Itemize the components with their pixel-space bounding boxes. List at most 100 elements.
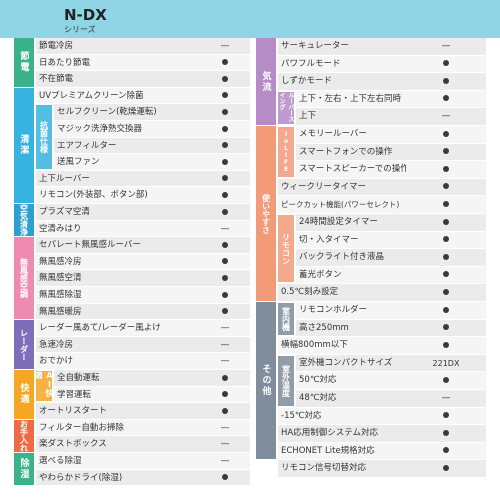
not-available-dash-icon: —: [220, 41, 230, 51]
feature-availability: —: [200, 38, 250, 54]
feature-label: レーダー風あて/レーダー風よけ: [36, 320, 200, 336]
feature-availability: —: [406, 390, 486, 407]
feature-row: 48℃対応 —: [256, 390, 486, 408]
header-banner: N-DX シリーズ: [0, 0, 500, 38]
feature-row: フィルター自動お掃除 —: [14, 419, 250, 437]
available-dot-icon: [443, 200, 449, 207]
not-available-dash-icon: —: [220, 323, 230, 334]
feature-label: スマートフォンでの操作: [296, 143, 406, 161]
feature-row: レーダー風あて/レーダー風よけ —: [14, 320, 250, 337]
feature-availability: [406, 407, 486, 425]
feature-row: リモコン信号切替対応: [256, 460, 486, 478]
available-dot-icon: [222, 308, 228, 315]
feature-label: リモコンホルダー: [296, 302, 406, 319]
feature-row: 上下 —: [256, 108, 486, 126]
feature-availability: [200, 403, 250, 419]
subcategory-band: IoLIFE: [278, 127, 294, 177]
feature-label: -15℃対応: [278, 407, 406, 425]
feature-row: メモリールーバー: [256, 126, 486, 144]
available-dot-icon: [222, 374, 228, 381]
feature-row: 切・入タイマー: [256, 231, 486, 250]
not-available-dash-icon: —: [220, 456, 230, 466]
available-dot-icon: [443, 183, 449, 190]
feature-availability: [406, 231, 486, 249]
category-band: その他: [256, 302, 276, 460]
feature-row: 室外機コンパクトサイズ 221DX: [256, 354, 486, 373]
feature-label: 空清みはり: [36, 220, 200, 237]
feature-availability: —: [406, 38, 486, 55]
feature-row: パワフルモード: [256, 55, 486, 74]
feature-label: 上下・左右・上下左右同時: [296, 90, 406, 108]
feature-row: 節電冷房 —: [14, 38, 250, 55]
available-dot-icon: [222, 175, 228, 182]
category-band: レーダー: [14, 320, 34, 369]
feature-row: HA応用制御システム対応: [256, 425, 486, 443]
not-available-dash-icon: —: [441, 41, 451, 51]
feature-row: ECHONET Lite規格対応: [256, 442, 486, 461]
feature-availability: [200, 237, 250, 253]
feature-row: 送風ファン: [14, 154, 250, 171]
available-dot-icon: [443, 341, 449, 348]
feature-label: しずかモード: [278, 73, 406, 90]
feature-availability: [406, 284, 486, 301]
feature-availability: —: [200, 336, 250, 353]
available-dot-icon: [443, 447, 449, 454]
feature-label: エアフィルター: [54, 137, 200, 154]
feature-label: 0.5℃刻み設定: [278, 284, 406, 301]
available-dot-icon: [443, 288, 449, 295]
feature-row: セパレート無風感ルーバー: [14, 237, 250, 254]
feature-label: 48℃対応: [296, 390, 406, 407]
category-band: 除湿: [14, 453, 34, 486]
feature-availability: [406, 143, 486, 161]
available-dot-icon: [443, 218, 449, 225]
not-available-dash-icon: —: [220, 339, 230, 350]
available-dot-icon: [222, 208, 228, 215]
feature-label: やわらかドライ(除湿): [36, 469, 200, 486]
not-available-dash-icon: —: [220, 223, 230, 234]
feature-row: 無風感冷房: [14, 253, 250, 271]
feature-label: HA応用制御システム対応: [278, 425, 406, 442]
feature-label: 24時間設定タイマー: [296, 214, 406, 231]
feature-availability: [406, 249, 486, 266]
available-dot-icon: [222, 191, 228, 198]
available-dot-icon: [222, 125, 228, 132]
available-dot-icon: [443, 77, 449, 84]
feature-availability: [200, 204, 250, 220]
feature-availability: [406, 460, 486, 477]
feature-row: しずかモード: [256, 73, 486, 91]
feature-label: ピークカット機能(パワーセレクト): [278, 196, 406, 213]
feature-availability: [200, 187, 250, 203]
feature-row: 無風感除湿: [14, 287, 250, 304]
feature-row: 上下・左右・上下左右同時: [256, 90, 486, 109]
feature-row: 不在節電: [14, 71, 250, 88]
feature-row: サーキュレーター —: [256, 38, 486, 56]
feature-availability: —: [200, 220, 250, 237]
subcategory-band: 抗菌仕様: [36, 105, 52, 169]
feature-availability: [406, 266, 486, 284]
feature-availability: [200, 170, 250, 187]
feature-availability: —: [200, 419, 250, 436]
feature-row: セルフクリーン(乾燥運転): [14, 104, 250, 121]
available-dot-icon: [443, 60, 449, 67]
feature-label: 全自動運転: [54, 370, 200, 386]
feature-availability: [200, 54, 250, 71]
feature-row: リモコン(外装部、ボタン部): [14, 187, 250, 204]
category-band: 無風感空調: [14, 237, 34, 320]
feature-availability: 221DX: [406, 354, 486, 372]
feature-label: 選べる除湿: [36, 453, 200, 469]
feature-label: 横幅800mm以下: [278, 337, 406, 354]
subcategory-band: 室内機: [278, 303, 294, 336]
feature-label: 不在節電: [36, 71, 200, 87]
feature-availability: [200, 104, 250, 120]
feature-label: 切・入タイマー: [296, 231, 406, 249]
feature-availability: [200, 137, 250, 154]
feature-availability: [200, 386, 250, 403]
feature-label: リモコン(外装部、ボタン部): [36, 187, 200, 203]
available-dot-icon: [222, 108, 228, 115]
feature-label: 無風感暖房: [36, 303, 200, 320]
feature-row: UVプレミアムクリーン除菌: [14, 87, 250, 105]
feature-row: 上下ルーバー: [14, 170, 250, 188]
feature-row: プラズマ空清: [14, 204, 250, 221]
available-dot-icon: [443, 271, 449, 278]
feature-label: 上下: [296, 108, 406, 125]
